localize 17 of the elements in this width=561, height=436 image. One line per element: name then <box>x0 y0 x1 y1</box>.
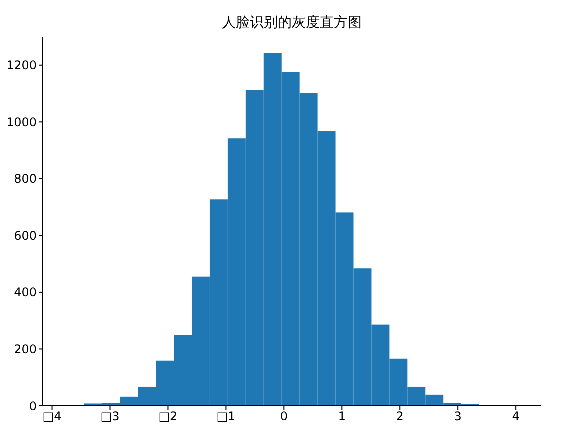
x-tick-label: 1 <box>338 410 346 424</box>
y-tick-label: 1000 <box>6 115 37 130</box>
y-tick-label: 1200 <box>6 58 37 73</box>
x-tick-label: 3 <box>454 410 462 424</box>
chart-title: 人脸识别的灰度直方图 <box>221 14 363 32</box>
y-tick-label: 0 <box>29 399 37 414</box>
x-tick-label: □3 <box>100 410 120 424</box>
x-tick-label: 2 <box>396 410 404 424</box>
y-tick-label: 200 <box>14 342 37 356</box>
x-tick-label: 4 <box>512 410 520 424</box>
x-tick-label: 0 <box>280 410 288 424</box>
x-tick-label: □4 <box>42 410 62 424</box>
x-tick-label: □1 <box>216 410 236 424</box>
y-tick-label: 400 <box>14 286 37 300</box>
x-tick-label: □2 <box>158 410 178 424</box>
y-tick-label: 600 <box>14 228 37 243</box>
y-tick-label: 800 <box>14 172 37 186</box>
